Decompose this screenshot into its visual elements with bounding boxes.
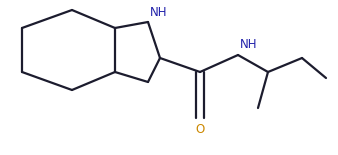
Text: NH: NH bbox=[150, 6, 168, 19]
Text: O: O bbox=[195, 123, 204, 136]
Text: NH: NH bbox=[240, 38, 258, 51]
